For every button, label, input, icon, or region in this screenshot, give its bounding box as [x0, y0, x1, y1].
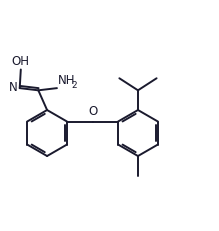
Text: O: O	[88, 105, 97, 118]
Text: NH: NH	[58, 74, 76, 87]
Text: OH: OH	[12, 55, 30, 68]
Text: N: N	[9, 81, 18, 94]
Text: 2: 2	[72, 81, 78, 90]
